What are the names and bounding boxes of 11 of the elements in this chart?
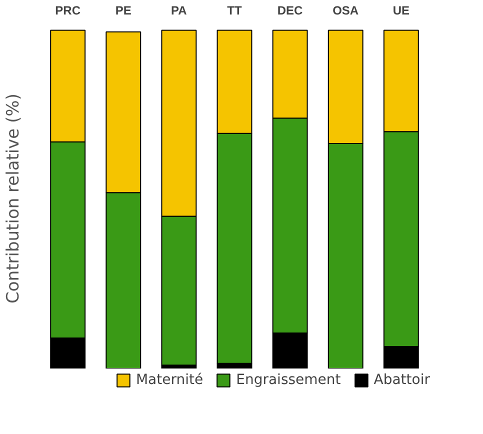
x-tick-label: TT (227, 4, 242, 18)
legend-label: Abattoir (374, 372, 430, 388)
legend-label: Maternité (136, 372, 204, 388)
legend-label: Engraissement (236, 372, 341, 388)
x-tick-label: PA (171, 4, 188, 18)
x-tick-label: UE (392, 4, 410, 18)
y-axis-title: Contribution relative (%) (4, 94, 24, 304)
x-tick-label: PE (115, 4, 132, 18)
x-tick-label: DEC (277, 4, 304, 18)
x-tick-label: OSA (332, 4, 359, 18)
x-tick-label: PRC (55, 4, 81, 18)
